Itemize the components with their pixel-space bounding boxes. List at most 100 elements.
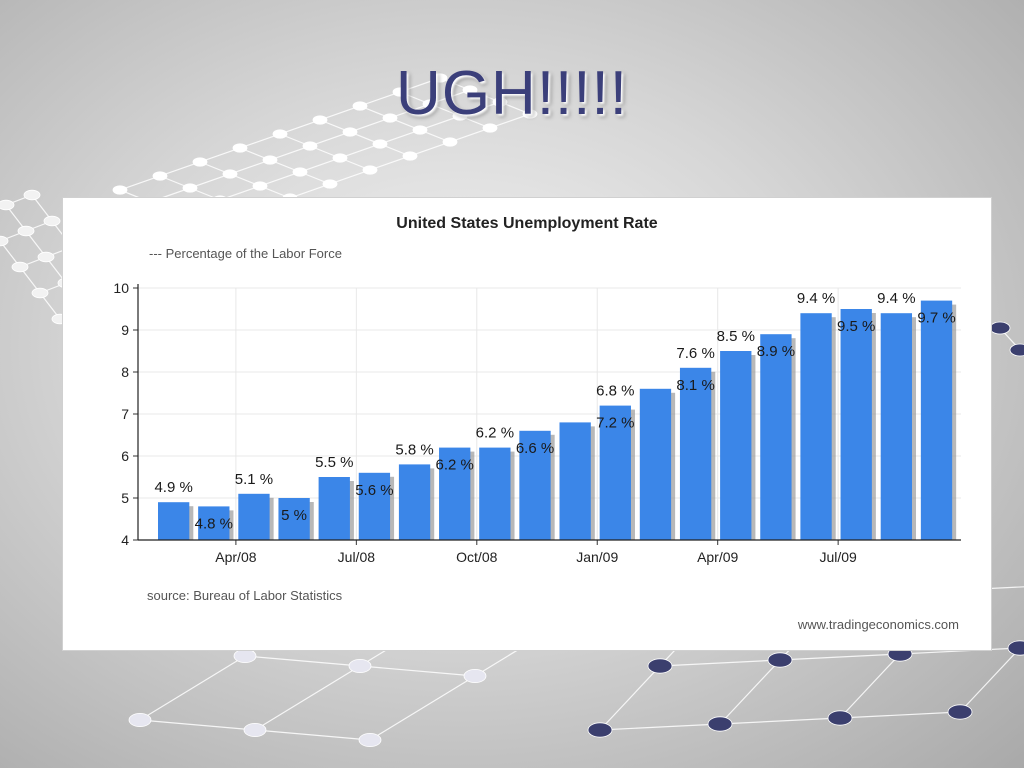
network-line [599, 711, 961, 731]
network-dot [0, 235, 9, 247]
bar [238, 493, 270, 540]
network-dot [152, 171, 168, 181]
network-dot [11, 261, 29, 273]
data-label: 5.5 % [315, 454, 353, 471]
network-dot [358, 733, 382, 748]
network-dot [482, 123, 498, 133]
bar [639, 388, 672, 540]
network-dot [348, 659, 372, 674]
chart-title: United States Unemployment Rate [396, 215, 657, 232]
network-line [319, 119, 411, 157]
network-dot [767, 652, 793, 668]
data-label: 5 % [281, 507, 307, 524]
bar [559, 422, 591, 540]
network-dot [522, 109, 538, 119]
bar [880, 313, 913, 540]
bar [720, 351, 752, 540]
bar [318, 477, 350, 540]
bar [358, 472, 391, 540]
data-label: 4.8 % [195, 515, 233, 532]
network-dot [462, 85, 478, 95]
network-line [439, 77, 531, 115]
chart-legend: --- Percentage of the Labor Force [149, 246, 342, 261]
network-dot [272, 129, 288, 139]
x-tick-label: Jan/09 [576, 549, 618, 565]
data-label: 6.6 % [516, 440, 554, 457]
network-dot [182, 183, 198, 193]
data-label: 7.2 % [596, 415, 634, 432]
bar [158, 502, 190, 540]
network-dot [332, 153, 348, 163]
network-dot [232, 143, 248, 153]
data-label: 5.8 % [395, 441, 433, 458]
network-line [279, 133, 371, 171]
network-dot [37, 251, 55, 263]
bar [519, 430, 551, 540]
network-dot [372, 139, 388, 149]
network-dot [128, 713, 152, 728]
data-label: 5.1 % [235, 471, 273, 488]
x-tick-label: Jul/09 [819, 549, 857, 565]
network-dot [322, 179, 338, 189]
bar [398, 464, 431, 540]
x-tick-label: Oct/08 [456, 549, 497, 565]
y-tick-label: 7 [121, 406, 129, 422]
bar [479, 447, 511, 540]
y-tick-label: 6 [121, 448, 129, 464]
network-dot [452, 111, 468, 121]
network-dot [352, 101, 368, 111]
network-line [199, 161, 291, 199]
data-label: 9.4 % [877, 290, 915, 307]
bar [198, 506, 230, 540]
network-dot [0, 199, 15, 211]
bar [800, 313, 832, 540]
network-dot [1007, 640, 1024, 656]
network-dot [707, 716, 733, 732]
network-dot [402, 151, 418, 161]
network-dot [412, 125, 428, 135]
x-tick-label: Jul/08 [338, 549, 376, 565]
network-dot [23, 189, 41, 201]
unemployment-bar-chart: United States Unemployment Rate --- Perc… [113, 215, 961, 632]
network-dot [192, 157, 208, 167]
slide-title: UGH!!!!! [396, 59, 628, 128]
bar [920, 300, 953, 540]
network-dot [827, 710, 853, 726]
network-dot [31, 287, 49, 299]
data-label: 9.7 % [917, 310, 955, 327]
network-line [399, 91, 491, 129]
axes: 4 5 6 7 8 9 10 Apr/08 Jul/08 Oct/08 Jan/09 Apr/09 Ju… [113, 280, 961, 565]
chart-credit: www.tradingeconomics.com [797, 617, 959, 632]
network-dot [989, 321, 1011, 335]
data-label: 6.2 % [476, 425, 514, 442]
network-dot [252, 181, 268, 191]
network-dot [442, 137, 458, 147]
network-dot [302, 141, 318, 151]
data-label: 9.5 % [837, 318, 875, 335]
network-dot [422, 99, 438, 109]
network-dot [362, 165, 378, 175]
chart-source: source: Bureau of Labor Statistics [147, 588, 343, 603]
network-dot [432, 73, 448, 83]
data-label: 7.6 % [676, 345, 714, 362]
network-dot [43, 215, 61, 227]
network-dot [382, 113, 398, 123]
data-label: 8.5 % [717, 328, 755, 345]
bar [840, 309, 872, 540]
bars [158, 300, 957, 540]
x-tick-label: Apr/08 [215, 549, 256, 565]
bar [760, 334, 792, 540]
data-labels: 4.9 %4.8 %5.1 %5 %5.5 %5.6 %5.8 %6.2 %6.… [154, 290, 955, 532]
data-label: 4.9 % [154, 479, 192, 496]
data-label: 6.2 % [436, 457, 474, 474]
y-tick-label: 4 [121, 532, 129, 548]
y-tick-label: 5 [121, 490, 129, 506]
network-dot [17, 225, 35, 237]
network-dot [222, 169, 238, 179]
network-line [239, 147, 331, 185]
data-label: 9.4 % [797, 290, 835, 307]
network-dot [947, 704, 973, 720]
network-line [659, 647, 1021, 667]
network-dot [312, 115, 328, 125]
network-dot [492, 97, 508, 107]
